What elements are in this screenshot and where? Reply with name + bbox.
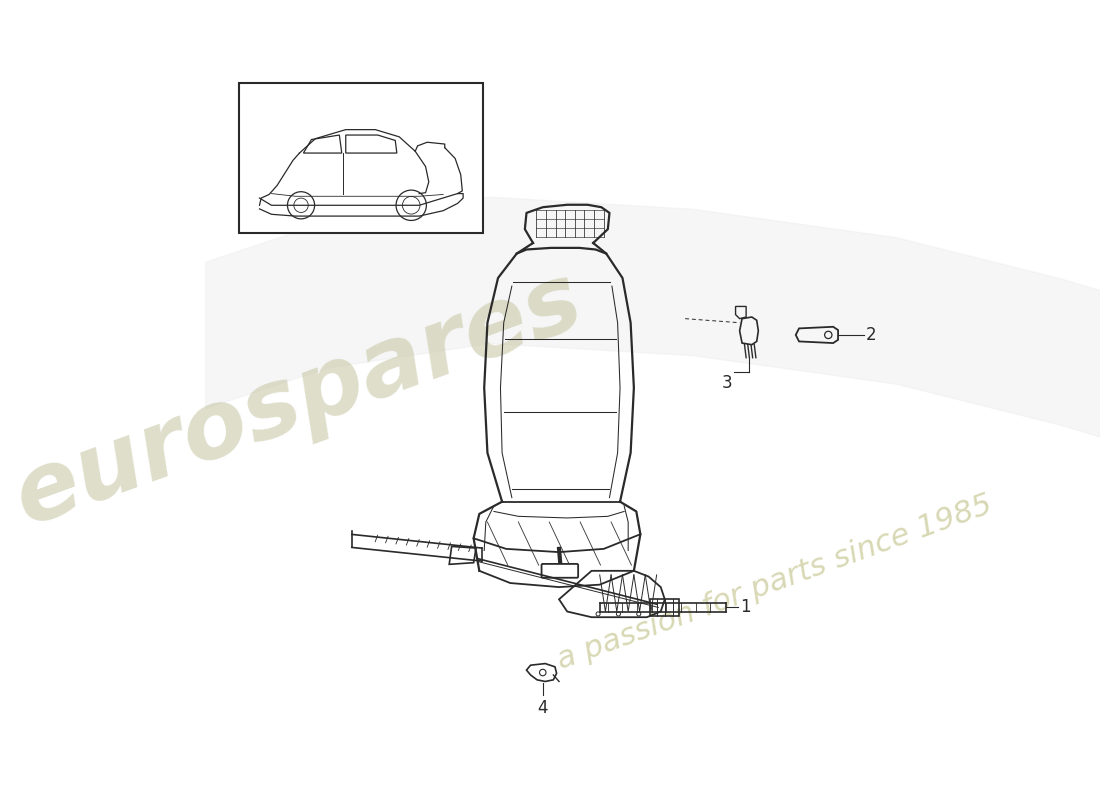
FancyBboxPatch shape (541, 564, 579, 578)
Bar (240, 82, 483, 234)
Text: a passion for parts since 1985: a passion for parts since 1985 (553, 490, 997, 675)
Text: 2: 2 (866, 326, 877, 344)
Text: eurospares: eurospares (2, 254, 595, 546)
Text: 1: 1 (740, 598, 751, 617)
Text: 3: 3 (722, 374, 733, 392)
Text: 4: 4 (538, 699, 548, 718)
